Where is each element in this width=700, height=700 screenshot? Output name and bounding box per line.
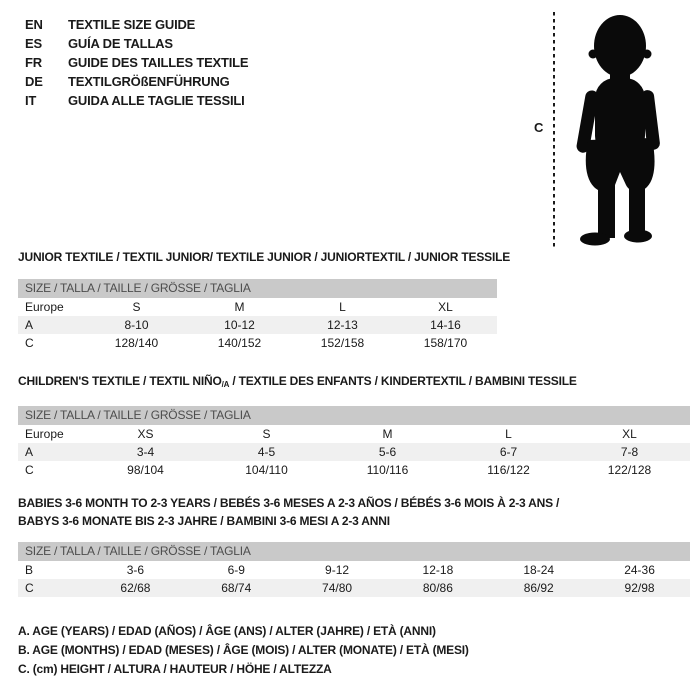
footnotes: A. AGE (YEARS) / EDAD (AÑOS) / ÂGE (ANS)…	[18, 622, 469, 679]
language-code: EN	[25, 17, 43, 32]
table-cell: 6-7	[499, 445, 518, 459]
title-text: JUNIOR TEXTILE / TEXTIL JUNIOR/ TEXTILE …	[18, 250, 511, 264]
table-cell: 7-8	[620, 445, 639, 459]
table-cell: 12-18	[422, 563, 454, 577]
table-cell: L	[505, 427, 512, 441]
section-title-line: JUNIOR TEXTILE / TEXTIL JUNIOR/ TEXTILE …	[18, 248, 510, 266]
size-table-babies: SIZE / TALLA / TAILLE / GRÖSSE / TAGLIA B…	[18, 542, 690, 597]
table-cell: 122/128	[607, 463, 652, 477]
table-cell: 68/74	[221, 581, 252, 595]
size-table-junior: SIZE / TALLA / TAILLE / GRÖSSE / TAGLIA E…	[18, 279, 497, 352]
language-row: IT GUIDA ALLE TAGLIE TESSILI	[25, 91, 248, 110]
language-code: ES	[25, 36, 42, 51]
table-row: C 128/140 140/152 152/158 158/170	[18, 334, 497, 352]
table-cell: 80/86	[422, 581, 453, 595]
table-cell: S	[262, 427, 271, 441]
language-title: TEXTILGRÖßENFÜHRUNG	[68, 74, 230, 89]
row-label: B	[25, 563, 34, 577]
row-label: A	[25, 318, 34, 332]
table-cell: 9-12	[325, 563, 350, 577]
section-title-babies: BABIES 3-6 MONTH TO 2-3 YEARS / BEBÉS 3-…	[18, 494, 559, 530]
table-cell: XL	[622, 427, 637, 441]
table-row: Europe S M L XL	[18, 298, 497, 316]
language-title: GUIDA ALLE TAGLIE TESSILI	[68, 93, 245, 108]
table-cell: 14-16	[430, 318, 461, 332]
table-cell: 140/152	[217, 336, 262, 350]
table-cell: XS	[137, 427, 154, 441]
table-row: A 8-10 10-12 12-13 14-16	[18, 316, 497, 334]
size-table-children: SIZE / TALLA / TAILLE / GRÖSSE / TAGLIA E…	[18, 406, 690, 479]
table-row: C 98/104 104/110 110/116 116/122 122/128	[18, 461, 690, 479]
language-row: FR GUIDE DES TAILLES TEXTILE	[25, 53, 249, 72]
table-cell: XL	[438, 300, 453, 314]
section-title-line: CHILDREN'S TEXTILE / TEXTIL NIÑO/A / TEX…	[18, 372, 577, 394]
table-cell: 24-36	[624, 563, 655, 577]
language-title: TEXTILE SIZE GUIDE	[68, 17, 196, 32]
row-label: C	[25, 463, 34, 477]
table-cell: 116/122	[487, 463, 530, 477]
figure-area: C	[528, 6, 700, 250]
table-cell: 6-9	[227, 563, 245, 577]
table-cell: 12-13	[327, 318, 358, 332]
table-cell: 18-24	[523, 563, 555, 577]
size-header-bar: SIZE / TALLA / TAILLE / GRÖSSE / TAGLIA	[18, 542, 690, 561]
table-cell: 74/80	[322, 581, 353, 595]
language-title: GUÍA DE TALLAS	[68, 36, 173, 51]
table-cell: L	[339, 300, 346, 314]
table-cell: 86/92	[523, 581, 554, 595]
footnote: B. AGE (MONTHS) / EDAD (MESES) / ÂGE (MO…	[18, 643, 469, 657]
table-cell: 158/170	[423, 336, 468, 350]
footnote: A. AGE (YEARS) / EDAD (AÑOS) / ÂGE (ANS)…	[18, 624, 436, 638]
table-row: C 62/68 68/74 74/80 80/86 86/92 92/98	[18, 579, 690, 597]
language-code: FR	[25, 55, 42, 70]
title-text: BABIES 3-6 MONTH TO 2-3 YEARS / BEBÉS 3-…	[18, 496, 560, 510]
language-row: ES GUÍA DE TALLAS	[25, 34, 248, 53]
row-label: C	[25, 581, 34, 595]
toddler-silhouette-icon	[553, 12, 660, 248]
table-cell: 3-6	[126, 563, 145, 577]
table-cell: 3-4	[136, 445, 155, 459]
table-row: A 3-4 4-5 5-6 6-7 7-8	[18, 443, 690, 461]
title-text: BABYS 3-6 MONATE BIS 2-3 JAHRE / BAMBINI…	[18, 514, 390, 528]
table-cell: S	[132, 300, 141, 314]
table-cell: M	[234, 300, 245, 314]
language-row: EN TEXTILE SIZE GUIDE	[25, 15, 248, 34]
table-cell: 5-6	[378, 445, 397, 459]
language-list: EN TEXTILE SIZE GUIDE ES GUÍA DE TALLAS FR GU…	[25, 15, 249, 110]
language-row: DE TEXTILGRÖßENFÜHRUNG	[25, 72, 248, 91]
table-row: Europe XS S M L XL	[18, 425, 690, 443]
table-cell: 10-12	[224, 318, 255, 332]
row-label: C	[25, 336, 34, 350]
table-cell: 8-10	[124, 318, 149, 332]
table-cell: 104/110	[245, 463, 288, 477]
table-cell: 92/98	[624, 581, 655, 595]
footnote: C. (cm) HEIGHT / ALTURA / HAUTEUR / HÖHE…	[18, 662, 332, 676]
section-title-line: BABYS 3-6 MONATE BIS 2-3 JAHRE / BAMBINI…	[18, 512, 559, 530]
title-text: CHILDREN'S TEXTILE / TEXTIL NIÑO	[18, 374, 222, 388]
size-header-bar: SIZE / TALLA / TAILLE / GRÖSSE / TAGLIA	[18, 406, 690, 425]
title-text: /A	[221, 380, 230, 389]
table-cell: 110/116	[366, 463, 409, 477]
section-title-children: CHILDREN'S TEXTILE / TEXTIL NIÑO/A / TEX…	[18, 372, 577, 394]
table-cell: M	[382, 427, 393, 441]
language-code: DE	[25, 74, 43, 89]
table-row: B 3-6 6-9 9-12 12-18 18-24 24-36	[18, 561, 690, 579]
table-cell: 152/158	[320, 336, 365, 350]
table-cell: 4-5	[257, 445, 276, 459]
row-label: Europe	[25, 427, 64, 441]
row-label: A	[25, 445, 34, 459]
table-cell: 98/104	[127, 463, 164, 477]
table-cell: 62/68	[120, 581, 151, 595]
section-title-line: BABIES 3-6 MONTH TO 2-3 YEARS / BEBÉS 3-…	[18, 494, 559, 512]
measure-c-label: C	[534, 120, 544, 135]
size-header-bar: SIZE / TALLA / TAILLE / GRÖSSE / TAGLIA	[18, 279, 497, 298]
row-label: Europe	[25, 300, 64, 314]
language-title: GUIDE DES TAILLES TEXTILE	[68, 55, 249, 70]
section-title-junior: JUNIOR TEXTILE / TEXTIL JUNIOR/ TEXTILE …	[18, 248, 510, 266]
title-text: / TEXTILE DES ENFANTS / KINDERTEXTIL / B…	[229, 374, 577, 388]
table-cell: 128/140	[114, 336, 159, 350]
language-code: IT	[25, 93, 37, 108]
